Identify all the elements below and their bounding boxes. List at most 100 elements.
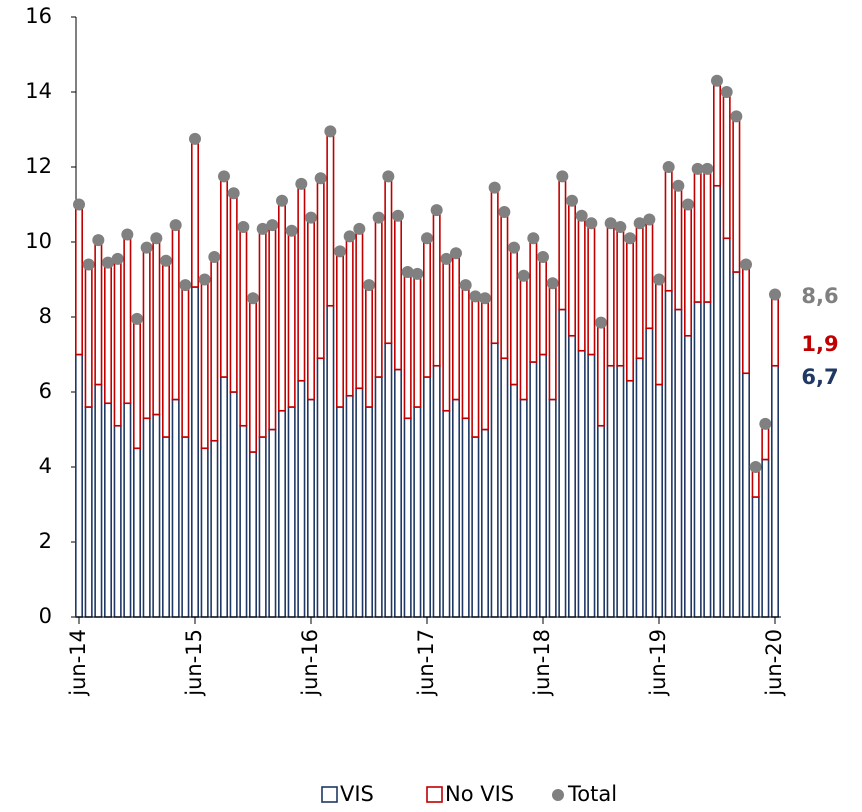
total-dot [498, 206, 511, 218]
total-dot [759, 417, 772, 430]
total-dot [421, 232, 433, 245]
total-dot [363, 279, 375, 292]
bar [509, 246, 518, 386]
x-tick-label: jun-19 [646, 629, 670, 697]
bar [123, 402, 132, 618]
y-tick-label: 16 [25, 4, 52, 28]
bar [287, 406, 296, 618]
bar [384, 342, 393, 618]
bar [567, 199, 576, 337]
bar [142, 417, 151, 618]
total-dot [208, 251, 221, 263]
bar [703, 168, 712, 303]
bar [191, 138, 200, 288]
total-dot [198, 273, 211, 286]
bar [577, 214, 586, 352]
total-dot [121, 228, 134, 241]
total-dot [150, 232, 163, 245]
total-dot [595, 316, 607, 329]
total-dot [285, 224, 298, 237]
total-dot [537, 251, 549, 263]
bar [471, 295, 480, 438]
bar [770, 293, 779, 367]
bar [181, 436, 190, 618]
bar [84, 406, 93, 618]
total-dot [585, 217, 598, 230]
bar [635, 357, 644, 618]
annotation: 8,6 [801, 284, 838, 308]
bar [326, 304, 335, 618]
bar [123, 233, 132, 405]
total-dot [633, 217, 646, 230]
bar [490, 186, 499, 345]
bar [461, 284, 470, 420]
total-dot [189, 132, 201, 145]
y-tick-label: 12 [25, 154, 52, 178]
bar [210, 256, 219, 442]
bar [152, 413, 161, 618]
total-dot [749, 461, 762, 473]
total-dot [469, 290, 482, 303]
y-tick-label: 4 [39, 454, 52, 478]
legend-swatch [321, 786, 338, 803]
bar [297, 379, 306, 618]
total-dot [314, 172, 327, 185]
total-dot [169, 219, 182, 232]
total-dot [131, 312, 143, 325]
x-tick-label: jun-18 [530, 629, 554, 697]
bar [171, 224, 180, 401]
total-dot [343, 230, 356, 243]
bar [500, 357, 509, 618]
bar [413, 406, 422, 618]
bar [316, 177, 325, 360]
bar [625, 237, 634, 382]
bar [422, 376, 431, 618]
y-tick-label: 8 [39, 304, 52, 328]
bar [345, 394, 354, 618]
bar [654, 383, 663, 618]
total-dot [102, 256, 114, 269]
total-dot [276, 194, 288, 207]
bar [384, 175, 393, 345]
bar [703, 301, 712, 618]
x-tick-label: jun-20 [762, 629, 786, 697]
bar [113, 258, 122, 427]
bar [451, 252, 460, 401]
bar [268, 428, 277, 618]
bar [645, 218, 654, 330]
bar [635, 222, 644, 360]
total-dot [527, 232, 540, 245]
total-dot [382, 170, 395, 183]
y-tick-label: 0 [39, 604, 52, 628]
total-dot [517, 269, 530, 282]
bar [142, 246, 151, 420]
bar [258, 228, 267, 438]
bar [548, 282, 557, 401]
bar [674, 308, 683, 618]
total-dot [643, 213, 656, 226]
legend-swatch [426, 786, 443, 803]
bar [104, 261, 113, 405]
total-dot [247, 292, 259, 305]
bar [75, 353, 84, 618]
bar [596, 321, 605, 427]
bar [751, 496, 760, 618]
x-tick-label: jun-14 [66, 629, 90, 697]
total-dot [111, 252, 124, 265]
bar [229, 391, 238, 618]
bar [316, 357, 325, 618]
bar [741, 372, 750, 618]
bar [364, 406, 373, 618]
bar [587, 222, 596, 356]
bar [162, 436, 171, 618]
total-dot [256, 222, 269, 235]
bar [645, 327, 654, 618]
total-dot [566, 194, 578, 207]
bar [268, 224, 277, 431]
legend-label: VIS [340, 782, 374, 806]
bar [461, 417, 470, 618]
total-dot [440, 252, 453, 265]
bar [674, 184, 683, 311]
bar [133, 318, 142, 450]
bar [712, 79, 721, 187]
